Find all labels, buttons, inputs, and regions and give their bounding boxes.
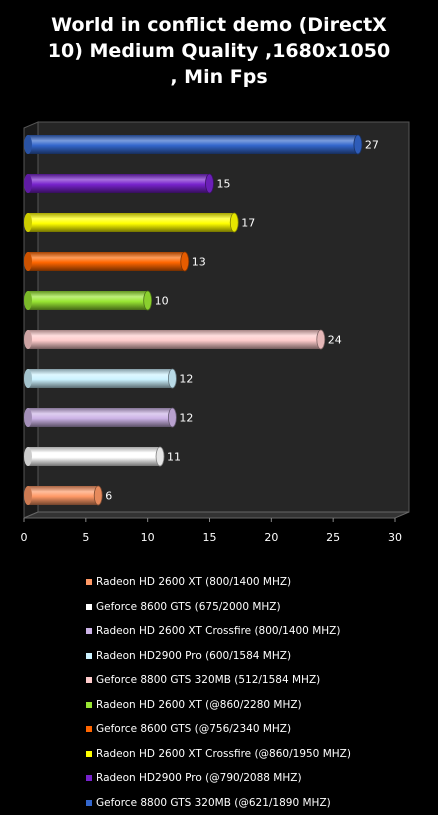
legend-item: Radeon HD2900 Pro (600/1584 MHZ) <box>86 644 426 669</box>
bar-start-cap <box>24 213 32 232</box>
bar <box>24 135 362 154</box>
legend: Radeon HD 2600 XT (800/1400 MHZ) Geforce … <box>86 570 426 815</box>
x-tick-label: 25 <box>326 531 340 544</box>
bar-body <box>28 213 234 232</box>
bar-end-cap <box>168 408 176 427</box>
legend-label: Geforce 8800 GTS 320MB (512/1584 MHZ) <box>96 674 320 686</box>
legend-swatch <box>86 579 92 585</box>
bar-body <box>28 408 172 427</box>
bar-start-cap <box>24 330 32 349</box>
bar-end-cap <box>317 330 325 349</box>
legend-label: Radeon HD2900 Pro (@790/2088 MHZ) <box>96 772 302 784</box>
legend-item: Geforce 8600 GTS (@756/2340 MHZ) <box>86 717 426 742</box>
legend-item: Geforce 8600 GTS (675/2000 MHZ) <box>86 595 426 620</box>
legend-swatch <box>86 800 92 806</box>
legend-swatch <box>86 702 92 708</box>
legend-swatch <box>86 628 92 634</box>
legend-item: Radeon HD 2600 XT Crossfire (800/1400 MH… <box>86 619 426 644</box>
x-tick-label: 5 <box>82 531 89 544</box>
legend-label: Geforce 8800 GTS 320MB (@621/1890 MHZ) <box>96 797 331 809</box>
bar-end-cap <box>206 174 214 193</box>
bar-body <box>28 291 148 310</box>
bar-end-cap <box>94 486 102 505</box>
data-label: 6 <box>105 490 112 503</box>
legend-swatch <box>86 751 92 757</box>
legend-label: Radeon HD 2600 XT Crossfire (800/1400 MH… <box>96 625 340 637</box>
legend-item: Radeon HD 2600 XT (800/1400 MHZ) <box>86 570 426 595</box>
bar-body <box>28 486 98 505</box>
bar <box>24 408 176 427</box>
x-tick-label: 15 <box>203 531 217 544</box>
legend-label: Geforce 8600 GTS (@756/2340 MHZ) <box>96 723 291 735</box>
data-label: 12 <box>179 412 193 425</box>
data-label: 17 <box>241 217 255 230</box>
legend-item: Geforce 8800 GTS 320MB (512/1584 MHZ) <box>86 668 426 693</box>
bar-end-cap <box>156 447 164 466</box>
data-label: 13 <box>192 256 206 269</box>
bar <box>24 291 152 310</box>
bar-start-cap <box>24 447 32 466</box>
x-tick-label: 0 <box>21 531 28 544</box>
bar-start-cap <box>24 369 32 388</box>
data-label: 24 <box>328 334 342 347</box>
data-label: 15 <box>217 178 231 191</box>
legend-label: Geforce 8600 GTS (675/2000 MHZ) <box>96 601 281 613</box>
bar-body <box>28 447 160 466</box>
bar-end-cap <box>144 291 152 310</box>
bar-start-cap <box>24 486 32 505</box>
bar-body <box>28 135 358 154</box>
bar-start-cap <box>24 408 32 427</box>
x-axis: 0 5 10 15 20 25 30 <box>21 518 403 544</box>
bar <box>24 213 238 232</box>
x-tick-label: 30 <box>388 531 402 544</box>
bar-end-cap <box>181 252 189 271</box>
legend-item: Radeon HD 2600 XT (@860/2280 MHZ) <box>86 693 426 718</box>
bar-body <box>28 330 321 349</box>
data-label: 11 <box>167 451 181 464</box>
bar-body <box>28 252 185 271</box>
legend-swatch <box>86 604 92 610</box>
bar-end-cap <box>354 135 362 154</box>
bar <box>24 330 325 349</box>
x-tick-label: 20 <box>264 531 278 544</box>
legend-swatch <box>86 775 92 781</box>
bar-end-cap <box>230 213 238 232</box>
legend-item: Geforce 8800 GTS 320MB (@621/1890 MHZ) <box>86 791 426 815</box>
bar-start-cap <box>24 252 32 271</box>
data-label: 27 <box>365 139 379 152</box>
bar <box>24 252 189 271</box>
bar-start-cap <box>24 291 32 310</box>
bar-end-cap <box>168 369 176 388</box>
legend-label: Radeon HD 2600 XT Crossfire (@860/1950 M… <box>96 748 351 760</box>
legend-item: Radeon HD 2600 XT Crossfire (@860/1950 M… <box>86 742 426 767</box>
legend-label: Radeon HD 2600 XT (800/1400 MHZ) <box>96 576 291 588</box>
bar-body <box>28 174 210 193</box>
bar-body <box>28 369 172 388</box>
data-label: 12 <box>179 373 193 386</box>
bar <box>24 486 102 505</box>
legend-swatch <box>86 726 92 732</box>
legend-item: Radeon HD2900 Pro (@790/2088 MHZ) <box>86 766 426 791</box>
bar-chart: 6 11 12 12 24 10 13 17 15 27 0 5 10 15 20 25 30 <box>0 0 438 560</box>
data-label: 10 <box>155 295 169 308</box>
plot-floor <box>24 512 409 518</box>
bar <box>24 447 164 466</box>
legend-swatch <box>86 677 92 683</box>
bar-start-cap <box>24 174 32 193</box>
bar-start-cap <box>24 135 32 154</box>
x-tick-label: 10 <box>141 531 155 544</box>
legend-swatch <box>86 653 92 659</box>
bar <box>24 369 176 388</box>
legend-label: Radeon HD2900 Pro (600/1584 MHZ) <box>96 650 291 662</box>
legend-label: Radeon HD 2600 XT (@860/2280 MHZ) <box>96 699 302 711</box>
bar <box>24 174 214 193</box>
